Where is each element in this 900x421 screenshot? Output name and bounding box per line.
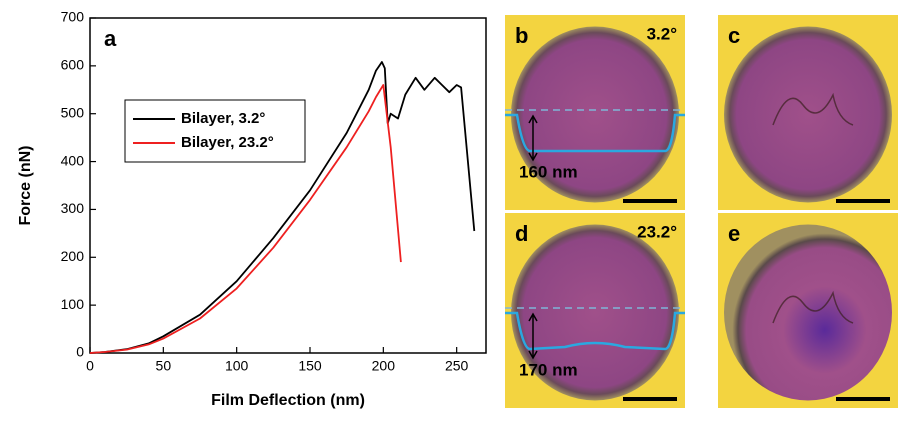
image-panel: c (718, 15, 898, 210)
panel-label: e (728, 221, 740, 246)
arrow-head (528, 312, 538, 360)
image-panel: b 3.2° 160 nm (505, 15, 685, 210)
y-tick-label: 200 (61, 248, 85, 264)
membrane-disc (724, 26, 892, 203)
panel-label: d (515, 221, 528, 246)
y-tick-label: 100 (61, 296, 85, 312)
membrane-disc (511, 26, 679, 203)
height-profile (505, 113, 685, 153)
y-tick-label: 400 (61, 152, 85, 168)
crack (772, 290, 854, 324)
crack (772, 92, 854, 126)
arrow-head (528, 114, 538, 162)
y-axis-label: Force (nN) (17, 146, 34, 226)
x-axis-label: Film Deflection (nm) (211, 392, 365, 409)
membrane-disc (511, 224, 679, 401)
x-tick-label: 0 (86, 358, 94, 374)
y-tick-label: 500 (61, 104, 85, 120)
legend-label: Bilayer, 23.2° (181, 134, 274, 151)
data-line (89, 84, 402, 354)
y-tick-label: 300 (61, 200, 85, 216)
x-tick-label: 50 (156, 358, 172, 374)
twist-angle: 3.2° (647, 24, 678, 43)
panel-label: c (728, 23, 740, 48)
legend-label: Bilayer, 3.2° (181, 110, 265, 127)
legend-box (124, 99, 306, 163)
x-tick-label: 250 (445, 358, 469, 374)
y-tick-label: 0 (76, 344, 84, 360)
x-tick-label: 150 (298, 358, 322, 374)
twist-angle: 23.2° (637, 222, 677, 241)
height-profile (505, 311, 685, 351)
depth-label: 160 nm (519, 162, 578, 181)
x-tick-label: 200 (372, 358, 396, 374)
panel-label: b (515, 23, 528, 48)
panel-label: a (104, 26, 117, 51)
plot-frame (89, 17, 487, 354)
y-tick-label: 700 (61, 9, 85, 25)
data-line (89, 61, 476, 354)
image-panel: e (718, 213, 898, 408)
depth-label: 170 nm (519, 360, 578, 379)
x-tick-label: 100 (225, 358, 249, 374)
membrane-disc (724, 224, 892, 401)
image-panel: d 23.2° 170 nm (505, 213, 685, 408)
y-tick-label: 600 (61, 57, 85, 73)
